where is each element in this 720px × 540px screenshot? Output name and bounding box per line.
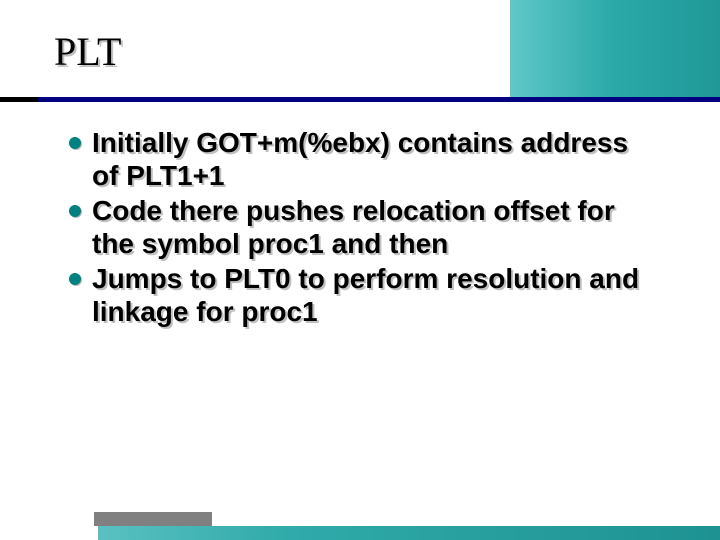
bullet-item: Code there pushes relocation offset for … [70, 194, 650, 260]
footer-teal-cut [0, 526, 98, 540]
bullet-text-wrap: Code there pushes relocation offset for … [92, 194, 650, 260]
body-area: Initially GOT+m(%ebx) contains address o… [70, 126, 650, 330]
bullet-text: Jumps to PLT0 to perform resolution and … [92, 262, 650, 328]
footer-decoration [0, 512, 720, 540]
bullet-icon [70, 138, 82, 150]
footer-teal-band [0, 526, 720, 540]
bullet-icon [70, 206, 82, 218]
bullet-text: Code there pushes relocation offset for … [92, 194, 650, 260]
bullet-text-wrap: Initially GOT+m(%ebx) contains address o… [92, 126, 650, 192]
slide: PLT PLT Initially GOT+m(%ebx) contains a… [0, 0, 720, 540]
title-area: PLT PLT [54, 28, 664, 84]
bullet-text: Initially GOT+m(%ebx) contains address o… [92, 126, 650, 192]
title-underline [0, 97, 720, 102]
title-underline-left [0, 97, 38, 102]
bullet-item: Jumps to PLT0 to perform resolution and … [70, 262, 650, 328]
bullet-item: Initially GOT+m(%ebx) contains address o… [70, 126, 650, 192]
slide-title: PLT [54, 28, 121, 75]
bullet-text-wrap: Jumps to PLT0 to perform resolution and … [92, 262, 650, 328]
bullet-icon [70, 274, 82, 286]
